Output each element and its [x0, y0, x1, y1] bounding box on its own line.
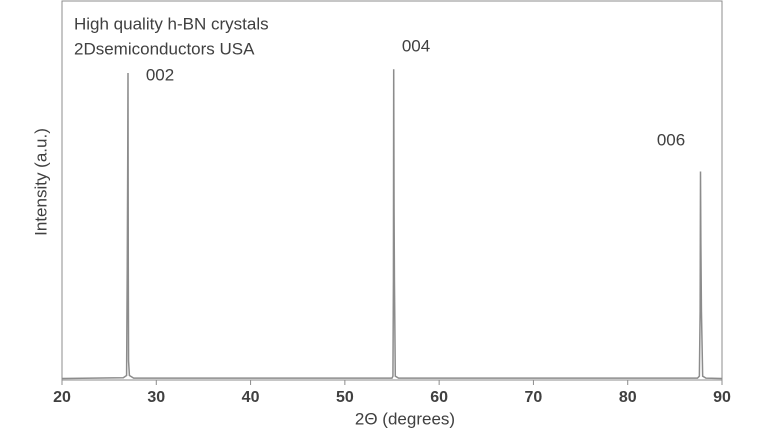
x-axis-label: 2Θ (degrees): [355, 409, 455, 428]
x-tick-label: 70: [525, 389, 543, 406]
x-tick-label: 50: [336, 389, 354, 406]
x-tick-label: 90: [713, 389, 731, 406]
data-line: [61, 69, 723, 380]
annotation: 006: [657, 130, 685, 149]
plot-frame: [61, 0, 723, 381]
x-tick-label: 80: [619, 389, 637, 406]
x-tick-label: 60: [430, 389, 448, 406]
annotation: High quality h-BN crystals: [74, 14, 269, 33]
x-tick-label: 20: [53, 389, 71, 406]
annotation: 002: [146, 65, 174, 84]
x-tick-label: 30: [147, 389, 165, 406]
annotation: 004: [402, 36, 430, 55]
x-tick-label: 40: [242, 389, 260, 406]
y-axis-label: Intensity (a.u.): [31, 128, 50, 236]
annotation: 2Dsemiconductors USA: [74, 39, 255, 58]
